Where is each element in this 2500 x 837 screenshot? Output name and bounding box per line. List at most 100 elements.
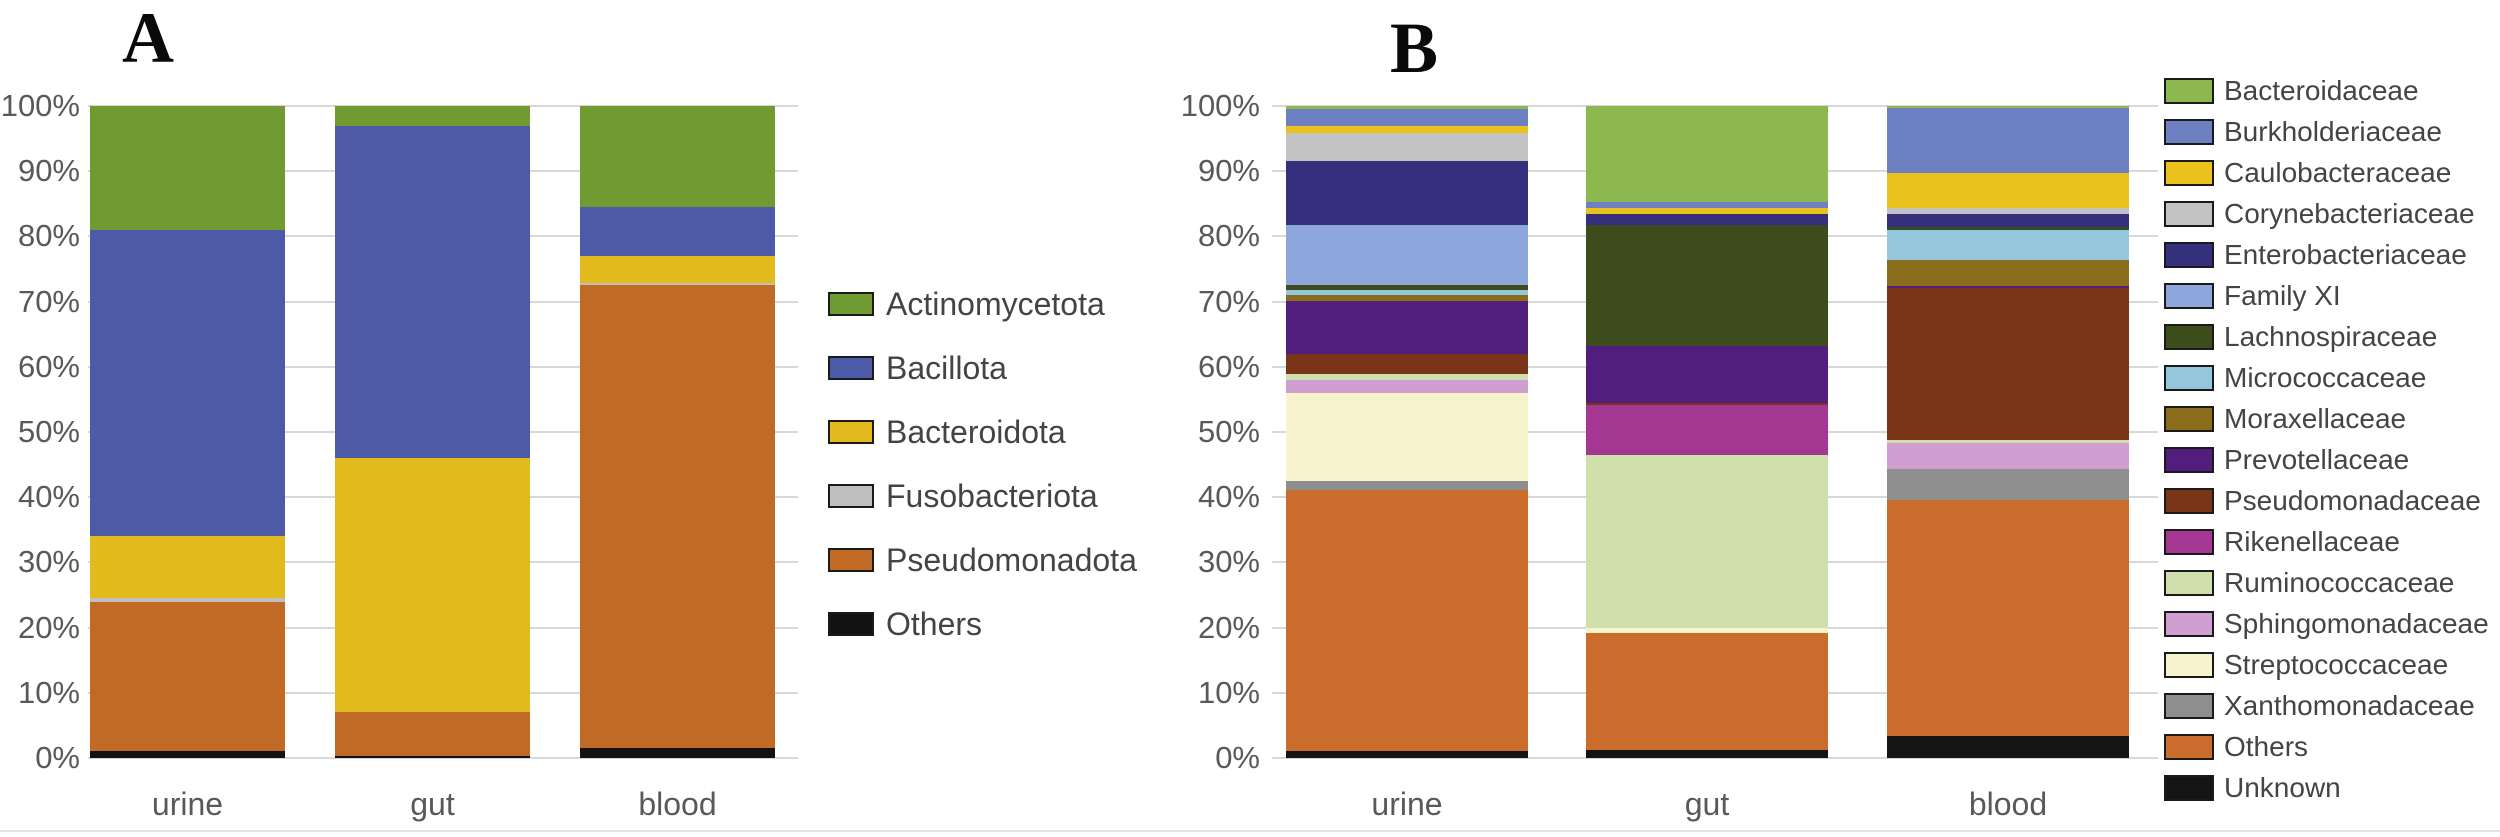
bar-segment-pseudomonadaceae	[1887, 287, 2129, 441]
legend-item-pseudomonadaceae: Pseudomonadaceae	[2164, 480, 2489, 521]
legend-item-micrococcaceae: Micrococcaceae	[2164, 357, 2489, 398]
legend-label: Bacteroidota	[886, 413, 1066, 450]
legend-label: Micrococcaceae	[2224, 361, 2427, 393]
legend-label: Others	[886, 605, 983, 642]
y-tick-label: 50%	[17, 414, 80, 449]
legend-item-pseudomonadota: Pseudomonadota	[828, 528, 1137, 592]
legend-swatch	[2164, 487, 2214, 514]
y-tick-label: 40%	[1197, 479, 1260, 515]
y-tick-label: 70%	[1197, 283, 1260, 319]
bar-segment-pseudomonadota	[90, 601, 285, 752]
bar-segment-bacillota	[580, 207, 775, 256]
bar-urine	[90, 106, 285, 758]
legend: Bacteroidaceae Burkholderiaceae Caulobacte…	[2164, 70, 2489, 808]
bar-segment-fusobacteriota	[580, 282, 775, 286]
legend-label: Corynebacteriaceae	[2224, 197, 2475, 229]
legend-label: Rikenellaceae	[2224, 525, 2400, 557]
legend-item-unknown: Unknown	[2164, 767, 2489, 808]
bar-segment-pseudomonadota	[580, 285, 775, 749]
y-tick-label: 60%	[1197, 348, 1260, 384]
bar-segment-others	[90, 751, 285, 758]
legend-item-fusobacteriota: Fusobacteriota	[828, 464, 1137, 528]
legend-label: Bacillota	[886, 349, 1007, 386]
legend-swatch	[2164, 77, 2214, 104]
legend-swatch	[2164, 692, 2214, 719]
bar-segment-fusobacteriota	[90, 598, 285, 602]
legend-swatch	[2164, 282, 2214, 309]
x-category-label-blood: blood	[1968, 786, 2048, 822]
y-tick-label: 10%	[1197, 674, 1260, 710]
legend-item-corynebacteriaceae: Corynebacteriaceae	[2164, 193, 2489, 234]
legend-item-moraxellaceae: Moraxellaceae	[2164, 398, 2489, 439]
legend-swatch	[2164, 651, 2214, 678]
y-tick-label: 80%	[1197, 218, 1260, 254]
bar-gut	[335, 106, 530, 758]
y-tick-label: 20%	[17, 609, 80, 645]
y-tick-label: 90%	[17, 153, 80, 189]
legend-swatch	[2164, 364, 2214, 391]
bar-segment-pseudomonadota	[335, 712, 530, 756]
legend-item-others: Others	[828, 592, 1137, 656]
bar-segment-others	[335, 756, 530, 758]
legend-item-others: Others	[2164, 726, 2489, 767]
y-tick-label: 40%	[17, 479, 80, 515]
bar-segment-enterobacteriaceae	[1586, 214, 1828, 226]
legend-swatch	[2164, 774, 2214, 801]
legend-swatch	[2164, 569, 2214, 596]
bar-segment-actinomycetota	[90, 106, 285, 230]
legend-label: Unknown	[2224, 771, 2341, 803]
legend-item-burkholderiaceae: Burkholderiaceae	[2164, 111, 2489, 152]
bar-segment-burkholderiaceae	[1887, 107, 2129, 174]
bar-segment-micrococcaceae	[1887, 230, 2129, 261]
y-tick-label: 30%	[1197, 544, 1260, 580]
bar-segment-bacillota	[90, 229, 285, 537]
bar-segment-others	[1887, 500, 2129, 737]
gridline	[1272, 757, 2158, 759]
legend-label: Pseudomonadota	[886, 541, 1137, 578]
bar-segment-pseudomonadaceae	[1286, 354, 1528, 374]
y-tick-label: 0%	[1215, 740, 1260, 775]
legend-item-bacteroidaceae: Bacteroidaceae	[2164, 70, 2489, 111]
bar-segment-burkholderiaceae	[1586, 202, 1828, 209]
bar-segment-bacteroidota	[90, 536, 285, 599]
y-tick-label: 10%	[17, 674, 80, 710]
gridline	[88, 757, 798, 759]
bar-segment-others	[580, 748, 775, 758]
bar-segment-actinomycetota	[580, 106, 775, 208]
legend-item-ruminococcaceae: Ruminococcaceae	[2164, 562, 2489, 603]
bar-segment-actinomycetota	[335, 106, 530, 126]
legend-label: Sphingomonadaceae	[2224, 607, 2489, 639]
bar-segment-streptococcaceae	[1586, 627, 1828, 633]
legend-swatch	[2164, 528, 2214, 555]
legend-label: Prevotellaceae	[2224, 443, 2410, 475]
bar-segment-streptococcaceae	[1286, 392, 1528, 482]
legend-label: Moraxellaceae	[2224, 402, 2407, 434]
bar-segment-unknown	[1887, 736, 2129, 758]
bar-segment-ruminococcaceae	[1586, 455, 1828, 628]
legend-item-bacillota: Bacillota	[828, 336, 1137, 400]
legend-swatch	[828, 292, 874, 316]
bar-segment-bacteroidota	[580, 255, 775, 283]
legend-swatch	[828, 420, 874, 444]
bar-segment-sphingomonadaceae	[1887, 443, 2129, 470]
bar-segment-ruminococcaceae	[1286, 373, 1528, 381]
bar-segment-sphingomonadaceae	[1286, 380, 1528, 393]
bar-segment-bacillota	[335, 125, 530, 459]
bar-segment-prevotellaceae	[1286, 300, 1528, 355]
legend-swatch	[2164, 733, 2214, 760]
bar-segment-bacteroidaceae	[1586, 106, 1828, 203]
panel-label-A: A	[122, 0, 174, 78]
bar-segment-burkholderiaceae	[1286, 109, 1528, 127]
legend-label: Others	[2224, 730, 2309, 762]
legend-swatch	[2164, 200, 2214, 227]
legend-swatch	[2164, 405, 2214, 432]
legend-item-rikenellaceae: Rikenellaceae	[2164, 521, 2489, 562]
y-tick-label: 100%	[0, 88, 80, 123]
y-tick-label: 0%	[35, 740, 80, 775]
bar-gut	[1586, 106, 1828, 758]
bar-segment-lachnospiraceae	[1286, 284, 1528, 290]
legend-label: Burkholderiaceae	[2224, 115, 2442, 147]
legend-label: Caulobacteraceae	[2224, 156, 2452, 188]
legend-item-sphingomonadaceae: Sphingomonadaceae	[2164, 603, 2489, 644]
